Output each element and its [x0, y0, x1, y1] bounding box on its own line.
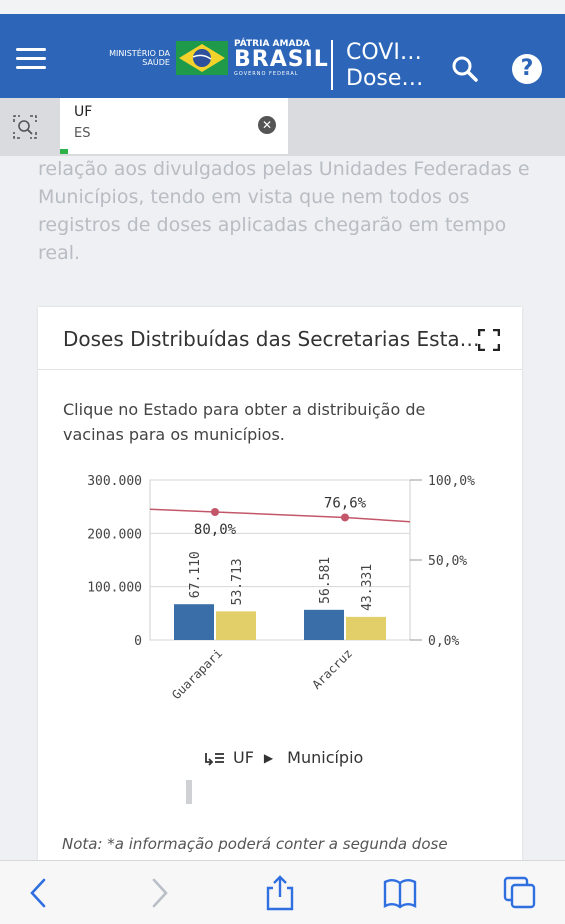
clear-filter-icon[interactable]: ✕ — [258, 116, 276, 134]
bar-data-label: 53.713 — [230, 558, 245, 605]
y-left-tick: 100.000 — [87, 581, 142, 596]
card-instructions: Clique no Estado para obter a distribuiç… — [63, 400, 426, 444]
expand-icon[interactable] — [477, 328, 501, 352]
y-left-tick: 0 — [134, 634, 142, 649]
app-header: MINISTÉRIO DA SAÚDE PÁTRIA AMADA BRASIL … — [0, 14, 565, 98]
share-icon[interactable] — [262, 875, 298, 911]
forward-icon[interactable] — [142, 875, 178, 911]
bar-data-label: 67.110 — [188, 551, 203, 598]
gov-logo[interactable]: MINISTÉRIO DA SAÚDE PÁTRIA AMADA BRASIL … — [100, 36, 329, 80]
x-tick-label: Aracruz — [309, 646, 355, 692]
selection-state-indicator — [60, 149, 68, 154]
percent-line — [149, 508, 411, 523]
y-left-tick: 300.000 — [87, 474, 142, 489]
chart-bar — [174, 604, 214, 640]
brasil-label: BRASIL — [234, 47, 329, 72]
governo-federal-label: GOVERNO FEDERAL — [234, 71, 299, 77]
y-right-tick: 0,0% — [428, 634, 459, 649]
brazil-flag-icon — [176, 41, 228, 75]
card-title: Doses Distribuídas das Secretarias Esta… — [63, 327, 480, 351]
legend-uf[interactable]: UF — [233, 748, 254, 767]
y-right-tick: 50,0% — [428, 554, 467, 569]
tabs-icon[interactable] — [502, 875, 538, 911]
card-divider — [38, 369, 522, 370]
page-title-line1: COVI… — [346, 40, 422, 65]
patria-amada-label: PÁTRIA AMADA — [234, 39, 310, 49]
line-data-label: 80,0% — [194, 522, 237, 538]
status-strip — [0, 0, 565, 14]
x-tick-label: Guarapari — [169, 646, 225, 702]
y-right-tick: 100,0% — [428, 474, 475, 489]
uf-filter-chip[interactable]: UF ES ✕ — [60, 98, 288, 154]
line-data-label: 76,6% — [324, 495, 367, 511]
bar-data-label: 56.581 — [318, 557, 333, 604]
drilldown-icon — [205, 751, 225, 766]
line-point — [341, 513, 349, 522]
header-separator — [331, 40, 333, 90]
scroll-indicator[interactable] — [186, 780, 192, 804]
drill-legend: UF ▶ Município — [205, 748, 363, 767]
page-title-line2: Dose… — [346, 66, 424, 91]
search-icon[interactable] — [450, 54, 480, 84]
bar-data-label: 43.331 — [360, 564, 375, 611]
chip-label: UF — [74, 104, 93, 120]
line-point — [211, 508, 219, 516]
chart-bar — [346, 616, 386, 640]
browser-toolbar — [0, 860, 565, 924]
arrow-right-icon: ▶ — [263, 750, 274, 765]
bookmarks-icon[interactable] — [382, 875, 418, 911]
doses-chart[interactable]: 0 100.000 200.000 300.000 0,0% 50,0% 100,0% 67.… — [38, 470, 488, 710]
background-text: relação aos divulgados pelas Unidades Fe… — [38, 158, 530, 264]
chart-bar — [216, 611, 256, 640]
chart-bar — [304, 609, 344, 640]
menu-icon[interactable] — [16, 48, 46, 69]
help-icon[interactable]: ? — [512, 54, 542, 84]
selection-tool-icon[interactable] — [12, 114, 38, 140]
page-title: COVI… Dose… — [346, 40, 442, 92]
y-left-tick: 200.000 — [87, 527, 142, 542]
legend-municipio[interactable]: Município — [287, 748, 364, 767]
chip-value: ES — [74, 126, 91, 141]
card-note: Nota: *a informação poderá conter a segu… — [62, 835, 448, 853]
back-icon[interactable] — [22, 875, 58, 911]
ministry-label: MINISTÉRIO DA SAÚDE — [109, 49, 170, 67]
